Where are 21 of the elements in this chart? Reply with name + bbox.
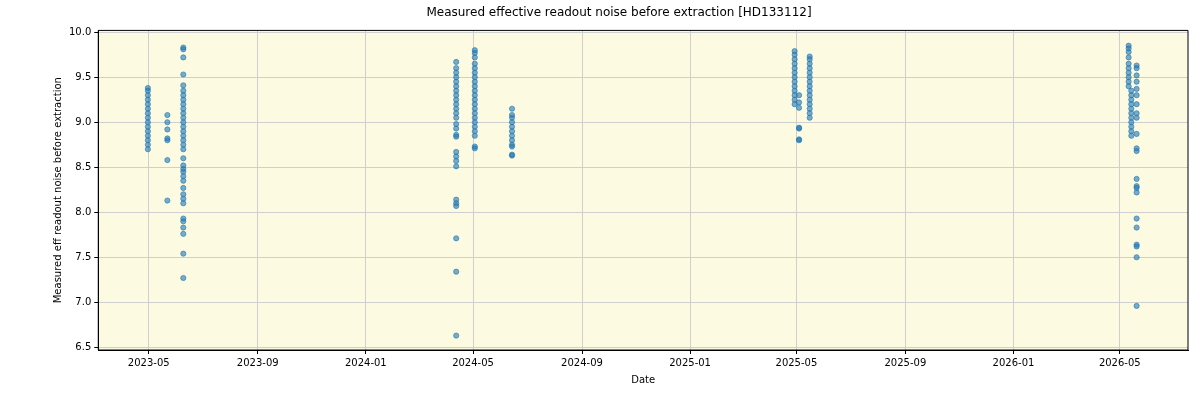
x-tick-label: 2024-09 — [561, 356, 603, 368]
y-tick-label: 10.0 — [69, 25, 92, 37]
y-tick-label: 9.5 — [75, 70, 92, 82]
x-tick-label: 2023-09 — [236, 356, 279, 368]
chart-title: Measured effective readout noise before extraction [HD133112] — [426, 5, 812, 20]
x-tick-label: 2025-01 — [669, 356, 711, 368]
y-axis-title: Measured eff readout noise before extraction — [51, 77, 63, 304]
x-tick-label: 2026-01 — [992, 356, 1035, 368]
y-tick-label: 7.0 — [75, 295, 92, 307]
x-tick-label: 2025-05 — [775, 356, 818, 368]
y-tick-label: 7.5 — [75, 250, 92, 262]
y-tick-label: 6.5 — [75, 340, 92, 352]
y-tick-label: 8.0 — [75, 205, 92, 217]
x-tick-label: 2026-05 — [1098, 356, 1141, 368]
x-tick-label: 2023-05 — [127, 356, 170, 368]
x-tick-label: 2024-05 — [452, 356, 494, 368]
x-tick-label: 2025-09 — [884, 356, 927, 368]
y-tick-label: 8.5 — [75, 160, 92, 172]
x-tick-label: 2024-01 — [344, 356, 387, 368]
x-axis-title: Date — [631, 373, 656, 385]
y-tick-label: 9.0 — [75, 115, 92, 127]
